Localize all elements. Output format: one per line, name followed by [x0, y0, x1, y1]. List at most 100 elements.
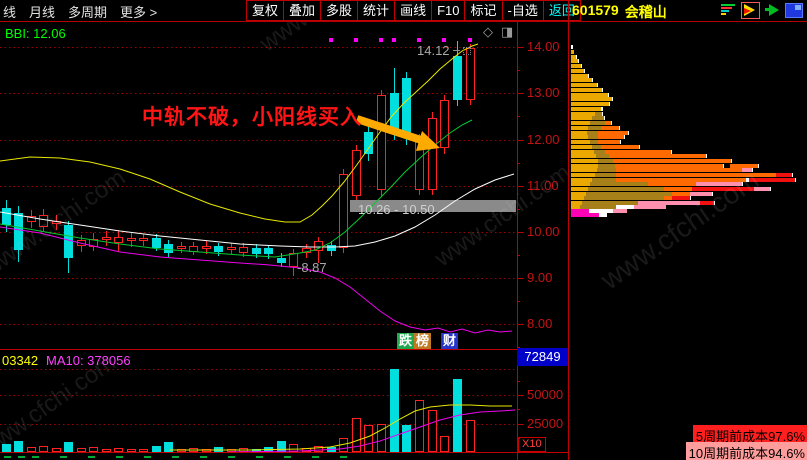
chip-bar-segment — [672, 196, 690, 200]
toolbar-button-6[interactable]: 标记 — [464, 0, 502, 21]
chart-image-icon[interactable] — [785, 3, 803, 18]
signal-dot — [392, 38, 396, 42]
chip-bar-segment — [595, 173, 616, 177]
toolbar-button-4[interactable]: 画线 — [394, 0, 432, 21]
chip-bar-segment — [598, 140, 620, 144]
volume-bar-up — [102, 449, 111, 452]
toolbar-button-5[interactable]: F10 — [431, 0, 465, 21]
badge-1[interactable]: 榜 — [414, 333, 432, 349]
chip-bar-segment — [571, 182, 590, 186]
chip-bar-segment — [571, 50, 574, 54]
axis-minor-tick — [517, 70, 520, 71]
chip-bar-segment — [571, 116, 592, 120]
volume-bar-up — [27, 447, 36, 452]
axis-minor-tick — [517, 409, 520, 410]
split-view-icon[interactable]: ◨ — [501, 24, 514, 39]
ranking-bars-icon[interactable] — [721, 3, 736, 18]
chip-bar-segment — [714, 201, 715, 205]
volume-bar-up — [114, 448, 123, 452]
chip-bar-segment — [588, 187, 664, 191]
signal-dot — [442, 38, 446, 42]
cost-label-0: 5周期前成本97.6% — [692, 425, 807, 446]
chip-bar-segment — [571, 78, 592, 82]
date-tick — [312, 456, 319, 458]
chip-bar-segment — [758, 164, 759, 168]
volume-bar-down — [64, 442, 73, 452]
chip-bar-segment — [742, 182, 743, 186]
price-axis-label: 11.00 — [527, 178, 559, 193]
chip-bar-segment — [776, 173, 792, 177]
chip-bar-segment — [590, 140, 598, 144]
chip-bar-segment — [605, 150, 671, 154]
volume-bar-down — [164, 442, 173, 452]
toolbar-button-0[interactable]: 复权 — [246, 0, 284, 21]
cost-label-1: 10周期前成本94.6% — [685, 442, 807, 460]
stock-name: 会稽山 — [624, 4, 667, 20]
chip-bar-segment — [571, 164, 598, 168]
green-arrow-icon[interactable] — [765, 3, 780, 18]
toolbar-button-3[interactable]: 统计 — [357, 0, 395, 21]
chip-bar-segment — [613, 209, 627, 213]
chip-bar-segment — [639, 145, 640, 149]
chip-distribution-panel[interactable]: 5周期前成本97.6% 10周期前成本94.6% — [568, 0, 807, 460]
axis-tick — [517, 140, 523, 141]
menu-item-2[interactable]: 多周期 — [68, 5, 108, 20]
price-axis-label: 12.00 — [527, 132, 560, 147]
chip-bar-segment — [692, 187, 754, 191]
stock-code: 601579 — [572, 2, 619, 18]
chip-bar-segment — [580, 205, 616, 209]
chip-bar-segment — [628, 131, 629, 135]
menu-item-1[interactable]: 月线 — [29, 5, 56, 20]
toolbar-button-1[interactable]: 叠加 — [283, 0, 321, 21]
chip-bar-segment — [571, 93, 608, 97]
volume-ma10-label: MA10: 378056 — [46, 353, 131, 368]
chip-bar-segment — [571, 192, 586, 196]
axis-tick — [517, 395, 523, 396]
chip-bar-segment — [752, 168, 753, 172]
chip-bar-segment — [620, 140, 621, 144]
chip-bar-segment — [599, 213, 607, 217]
axis-minor-tick — [517, 163, 520, 164]
hot-link-badges: 跌榜财 — [397, 333, 459, 349]
volume-current-value: 72849 — [517, 348, 568, 366]
signal-dot — [379, 38, 383, 42]
chip-bar-segment — [589, 209, 613, 213]
toolbar-button-2[interactable]: 多股 — [320, 0, 358, 21]
axis-tick — [517, 47, 523, 48]
volume-bar-up — [139, 449, 148, 452]
chip-bar-segment — [571, 154, 596, 158]
diamond-tool-icon[interactable]: ◇ — [483, 24, 493, 39]
toolbar-button-7[interactable]: -自选 — [501, 0, 543, 21]
period-menu: 线月线 多周期 更多 > — [3, 2, 157, 21]
chip-bar-segment — [581, 64, 582, 68]
chip-bar-segment — [594, 150, 605, 154]
date-tick — [88, 456, 95, 458]
chip-bar-segment — [609, 102, 610, 106]
chip-bar-segment — [611, 121, 612, 125]
chip-bar-segment — [588, 126, 601, 130]
chip-bar-segment — [584, 196, 664, 200]
chip-bar-segment — [690, 196, 691, 200]
panel-divider-line — [568, 0, 569, 460]
chip-bar-segment — [730, 164, 758, 168]
signal-dot — [329, 38, 333, 42]
chip-bar-segment — [624, 135, 625, 139]
date-tick — [200, 456, 207, 458]
badge-0[interactable]: 跌 — [397, 333, 415, 349]
price-axis-line — [517, 22, 518, 460]
chip-bar-segment — [605, 121, 611, 125]
menu-item-3[interactable]: 更多 > — [120, 5, 158, 20]
chip-bar-segment — [592, 178, 616, 182]
badge-2[interactable]: 财 — [441, 333, 459, 349]
date-tick — [18, 456, 25, 458]
menu-item-0[interactable]: 线 — [3, 5, 17, 20]
date-tick — [340, 456, 347, 458]
chip-bar-segment — [706, 154, 707, 158]
flag-icon[interactable] — [741, 2, 760, 19]
chip-bar-segment — [619, 126, 620, 130]
chip-bar-segment — [588, 135, 598, 139]
chip-bar-segment — [576, 55, 577, 59]
chip-bar-segment — [601, 126, 619, 130]
chip-bar-segment — [671, 150, 672, 154]
